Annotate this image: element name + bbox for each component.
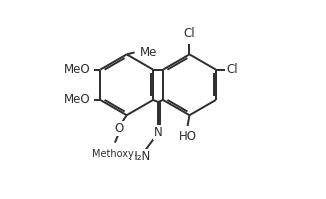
Text: Methoxy: Methoxy: [92, 149, 134, 159]
Text: HO: HO: [179, 130, 197, 143]
Text: Me: Me: [140, 46, 157, 59]
Text: Cl: Cl: [184, 27, 195, 40]
Text: MeO: MeO: [64, 63, 91, 76]
Text: O: O: [114, 122, 124, 136]
Text: MeO: MeO: [64, 94, 91, 106]
Text: Cl: Cl: [227, 63, 238, 76]
Text: N: N: [154, 126, 162, 139]
Text: H₂N: H₂N: [129, 150, 152, 163]
